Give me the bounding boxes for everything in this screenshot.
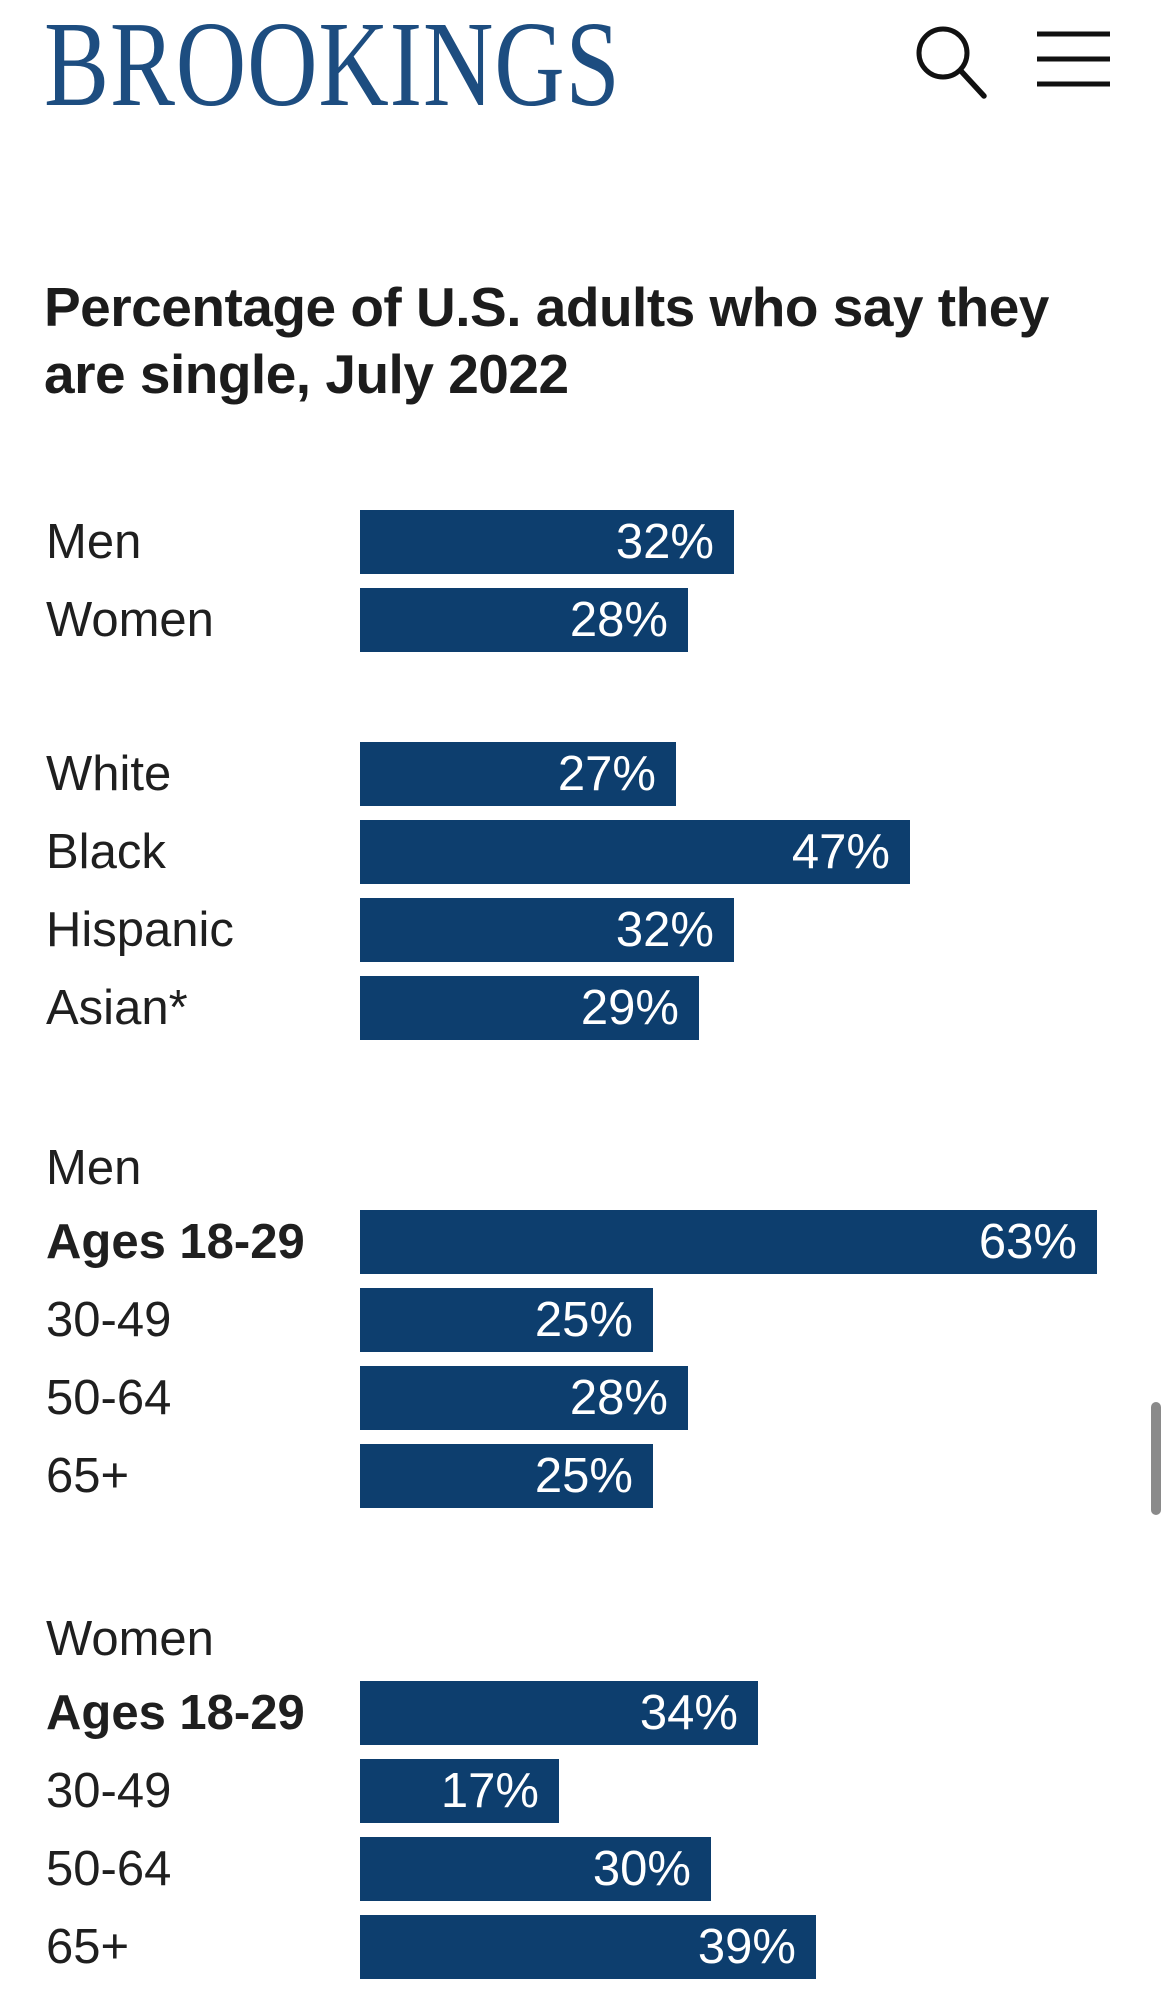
bar-label: 65+ xyxy=(46,1920,130,1974)
bar: 32% xyxy=(360,510,734,574)
bar-value: 47% xyxy=(791,825,890,879)
chart-row: Black 47% xyxy=(0,820,1170,884)
bar: 25% xyxy=(360,1444,653,1508)
menu-button[interactable] xyxy=(1037,31,1110,87)
chart-row: 30-49 17% xyxy=(0,1759,1170,1823)
bar-value: 32% xyxy=(615,903,714,957)
bar: 39% xyxy=(360,1915,816,1979)
bar: 30% xyxy=(360,1837,711,1901)
bar-label: 65+ xyxy=(46,1449,130,1503)
bar: 17% xyxy=(360,1759,559,1823)
bar-value: 29% xyxy=(580,981,679,1035)
bar-value: 25% xyxy=(534,1293,633,1347)
bar-value: 39% xyxy=(697,1920,796,1974)
bar-label: 50-64 xyxy=(46,1842,172,1896)
bar: 32% xyxy=(360,898,734,962)
chart-row: Ages 18-29 34% xyxy=(0,1681,1170,1745)
bar-value: 63% xyxy=(978,1215,1077,1269)
bar-label: Ages 18-29 xyxy=(46,1215,305,1269)
bar-value: 34% xyxy=(639,1686,738,1740)
chart-row: Men 32% xyxy=(0,510,1170,574)
chart-row: Ages 18-29 63% xyxy=(0,1210,1170,1274)
bar-label: Men xyxy=(46,515,142,569)
bar-label: 30-49 xyxy=(46,1764,172,1818)
bar-label: Ages 18-29 xyxy=(46,1686,305,1740)
scrollbar-thumb[interactable] xyxy=(1151,1402,1161,1515)
bar: 34% xyxy=(360,1681,758,1745)
bar-label: Hispanic xyxy=(46,903,234,957)
bar: 25% xyxy=(360,1288,653,1352)
bar: 63% xyxy=(360,1210,1097,1274)
bar-label: White xyxy=(46,747,172,801)
bar-value: 17% xyxy=(440,1764,539,1818)
chart-row: 50-64 28% xyxy=(0,1366,1170,1430)
group-header: Men xyxy=(46,1141,142,1195)
hamburger-menu-icon xyxy=(1037,31,1110,90)
bar-value: 30% xyxy=(592,1842,691,1896)
bar: 28% xyxy=(360,1366,688,1430)
chart-row: White 27% xyxy=(0,742,1170,806)
chart-row: Hispanic 32% xyxy=(0,898,1170,962)
bar: 28% xyxy=(360,588,688,652)
bar-value: 27% xyxy=(557,747,656,801)
search-icon xyxy=(916,26,988,102)
group-header: Women xyxy=(46,1612,214,1666)
bar-label: 30-49 xyxy=(46,1293,172,1347)
search-button[interactable] xyxy=(916,25,988,99)
chart-row: Asian* 29% xyxy=(0,976,1170,1040)
chart-title: Percentage of U.S. adults who say they ar… xyxy=(44,275,1049,405)
bar-value: 32% xyxy=(615,515,714,569)
bar-value: 25% xyxy=(534,1449,633,1503)
bar-value: 28% xyxy=(569,593,668,647)
chart-row: 65+ 39% xyxy=(0,1915,1170,1979)
chart-row: 50-64 30% xyxy=(0,1837,1170,1901)
bar-label: Black xyxy=(46,825,166,879)
bar: 27% xyxy=(360,742,676,806)
bar: 47% xyxy=(360,820,910,884)
bar-label: 50-64 xyxy=(46,1371,172,1425)
bar-label: Women xyxy=(46,593,214,647)
brookings-logo[interactable]: BROOKINGS xyxy=(44,0,621,132)
bar-label: Asian* xyxy=(46,981,188,1035)
bar: 29% xyxy=(360,976,699,1040)
chart-row: 65+ 25% xyxy=(0,1444,1170,1508)
chart-row: Women 28% xyxy=(0,588,1170,652)
chart-row: 30-49 25% xyxy=(0,1288,1170,1352)
bar-value: 28% xyxy=(569,1371,668,1425)
